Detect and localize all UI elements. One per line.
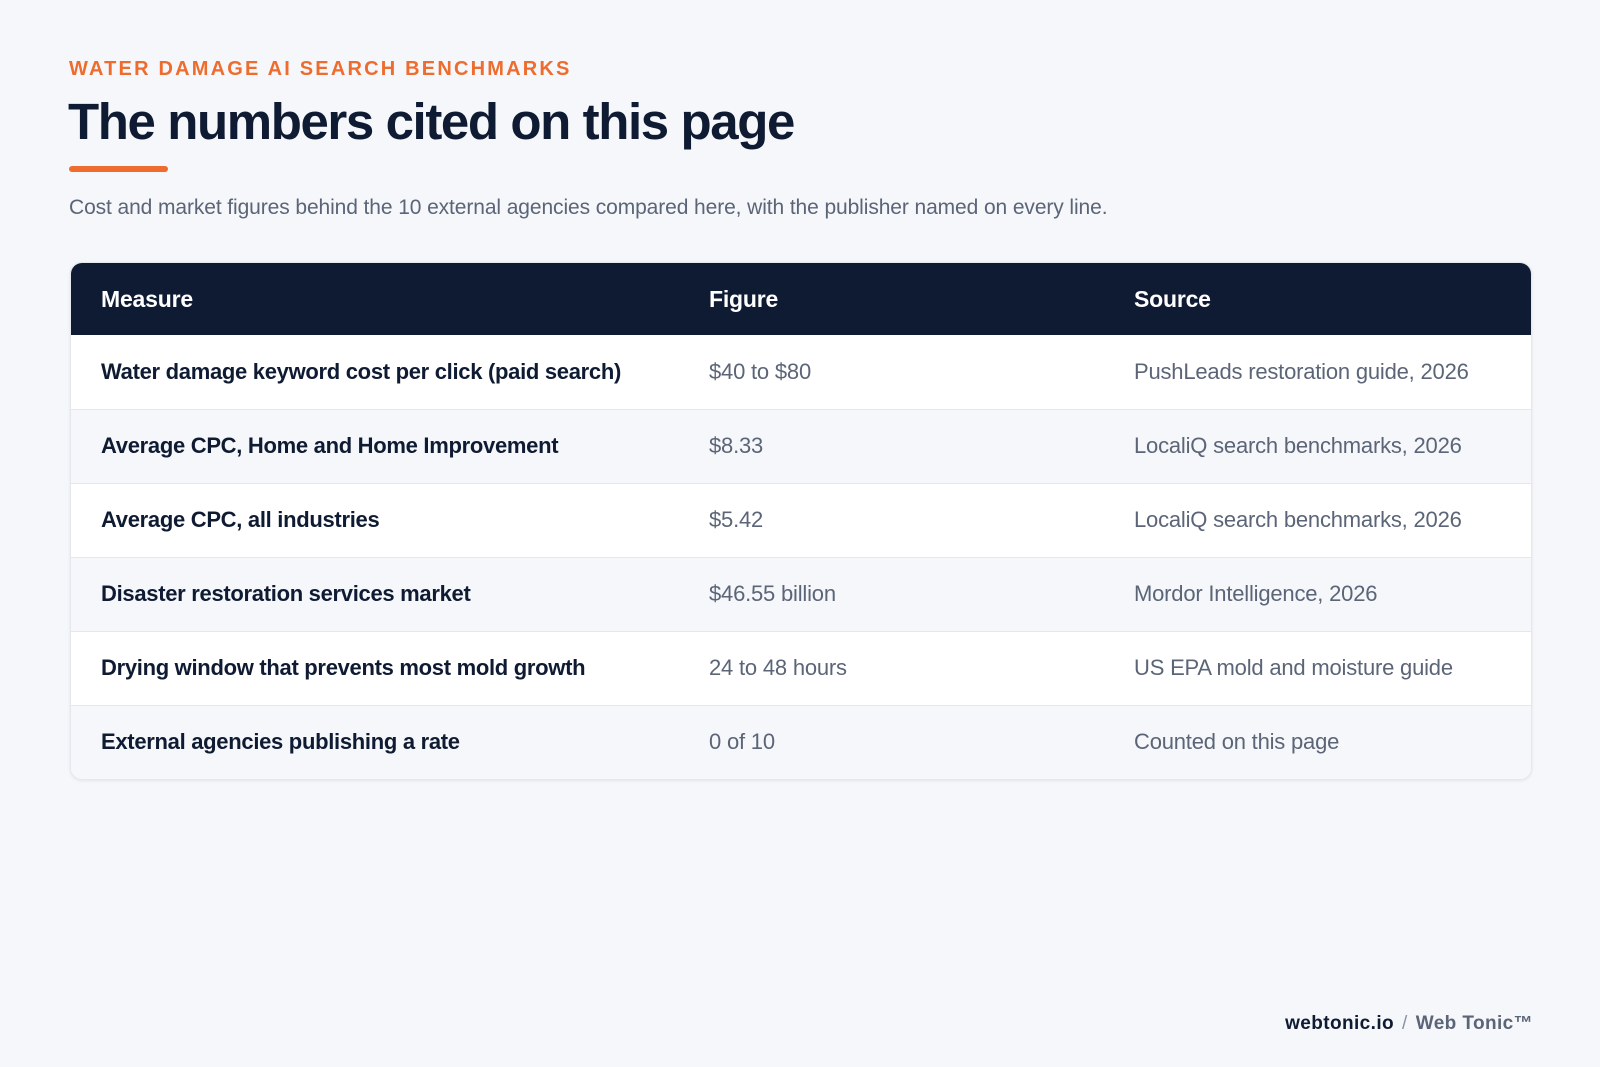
table-header: Measure Figure Source	[71, 263, 1531, 335]
benchmarks-table-card: Measure Figure Source Water damage keywo…	[70, 262, 1532, 780]
title-accent-rule	[69, 166, 168, 172]
footer-credit: webtonic.io / Web Tonic™	[1285, 1013, 1533, 1035]
cell-source: LocaliQ search benchmarks, 2026	[1134, 507, 1462, 532]
cell-figure: $46.55 billion	[709, 581, 836, 606]
cell-measure: Drying window that prevents most mold gr…	[101, 655, 586, 680]
table-body: Water damage keyword cost per click (pai…	[71, 335, 1531, 779]
cell-source: US EPA mold and moisture guide	[1134, 655, 1453, 680]
cell-measure: Average CPC, Home and Home Improvement	[101, 433, 559, 458]
cell-figure: $8.33	[709, 433, 764, 458]
page-subtitle: Cost and market figures behind the 10 ex…	[69, 196, 1108, 219]
cell-source: LocaliQ search benchmarks, 2026	[1134, 433, 1462, 458]
table-header-row: Measure Figure Source	[71, 263, 1531, 335]
column-header-source: Source	[1134, 285, 1211, 312]
cell-source: PushLeads restoration guide, 2026	[1134, 358, 1469, 384]
cell-figure: $5.42	[709, 507, 764, 532]
cell-measure: Disaster restoration services market	[101, 581, 471, 606]
cell-measure: Water damage keyword cost per click (pai…	[101, 358, 622, 384]
cell-measure: Average CPC, all industries	[101, 507, 380, 532]
cell-measure: External agencies publishing a rate	[101, 729, 460, 755]
cell-source: Counted on this page	[1134, 729, 1340, 755]
cell-figure: 24 to 48 hours	[709, 655, 847, 680]
cell-source: Mordor Intelligence, 2026	[1134, 581, 1378, 606]
eyebrow-label: WATER DAMAGE AI SEARCH BENCHMARKS	[69, 58, 572, 80]
footer-brand: Web Tonic™	[1415, 1013, 1533, 1034]
benchmarks-table: Measure Figure Source Water damage keywo…	[71, 263, 1531, 779]
column-header-measure: Measure	[101, 285, 193, 312]
table-row: External agencies publishing a rate 0 of…	[71, 705, 1531, 779]
table-row: Drying window that prevents most mold gr…	[71, 631, 1531, 705]
table-row: Average CPC, all industries $5.42 Locali…	[71, 483, 1531, 557]
cell-figure: $40 to $80	[709, 358, 811, 384]
footer-separator: /	[1402, 1013, 1408, 1034]
table-row: Disaster restoration services market $46…	[71, 557, 1531, 631]
column-header-figure: Figure	[709, 285, 779, 312]
footer-site-link[interactable]: webtonic.io	[1285, 1013, 1395, 1034]
cell-figure: 0 of 10	[709, 729, 775, 755]
table-row: Average CPC, Home and Home Improvement $…	[71, 409, 1531, 483]
page-title: The numbers cited on this page	[68, 93, 795, 150]
table-row: Water damage keyword cost per click (pai…	[71, 335, 1531, 409]
